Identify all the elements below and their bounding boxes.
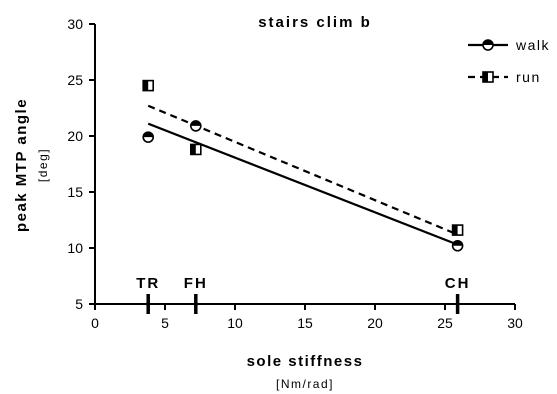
legend-label-walk: walk [515,37,550,53]
x-tick-label: 10 [227,315,243,331]
legend-marker-run [482,71,494,83]
y-tick-label: 5 [75,296,83,312]
y-axis-unit: [deg] [36,148,50,182]
y-axis-label: peak MTP angle [13,98,30,232]
x-tick-label: 5 [161,315,169,331]
legend-label-run: run [516,69,541,85]
fit-line-walk [147,122,459,246]
x-tick-label: 20 [367,315,383,331]
annotation-label: TR [136,275,160,292]
data-point-run [190,143,202,156]
y-tick-label: 30 [67,16,83,32]
x-tick-label: 30 [507,315,523,331]
chart-title: stairs clim b [258,14,372,31]
x-axis-label: sole stiffness [247,353,364,370]
data-point-walk [142,131,154,143]
x-axis-unit: [Nm/rad] [276,377,334,391]
data-point-run [451,224,464,236]
data-point-walk [451,239,464,252]
annotation-label: CH [445,275,471,292]
y-tick-label: 15 [67,184,83,200]
x-tick-label: 0 [91,315,99,331]
data-point-walk [190,120,202,132]
y-tick-label: 25 [67,72,83,88]
y-tick-label: 20 [67,128,83,144]
data-point-run [142,79,154,92]
annotation-label: FH [184,275,208,292]
fit-line-run [147,104,459,236]
x-tick-label: 15 [297,315,313,331]
x-tick-label: 25 [437,315,453,331]
y-tick-label: 10 [67,240,83,256]
legend-marker-walk [482,39,494,51]
legend: walk run [468,37,550,85]
